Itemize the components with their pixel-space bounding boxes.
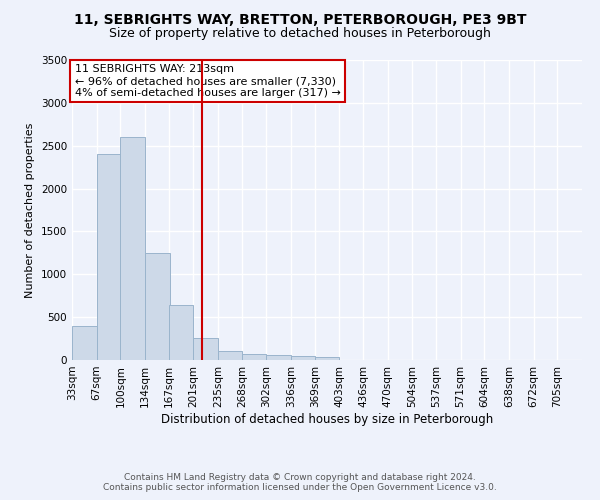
- Bar: [266, 356, 291, 360]
- Text: 11, SEBRIGHTS WAY, BRETTON, PETERBOROUGH, PE3 9BT: 11, SEBRIGHTS WAY, BRETTON, PETERBOROUGH…: [74, 12, 526, 26]
- Y-axis label: Number of detached properties: Number of detached properties: [25, 122, 35, 298]
- Bar: [121, 137, 145, 360]
- Bar: [97, 154, 121, 360]
- Text: Contains HM Land Registry data © Crown copyright and database right 2024.
Contai: Contains HM Land Registry data © Crown c…: [103, 473, 497, 492]
- X-axis label: Distribution of detached houses by size in Peterborough: Distribution of detached houses by size …: [161, 412, 493, 426]
- Bar: [315, 358, 339, 360]
- Text: 11 SEBRIGHTS WAY: 213sqm
← 96% of detached houses are smaller (7,330)
4% of semi: 11 SEBRIGHTS WAY: 213sqm ← 96% of detach…: [74, 64, 340, 98]
- Bar: [242, 354, 266, 360]
- Bar: [145, 253, 170, 360]
- Bar: [72, 326, 97, 360]
- Text: Size of property relative to detached houses in Peterborough: Size of property relative to detached ho…: [109, 28, 491, 40]
- Bar: [291, 356, 316, 360]
- Bar: [193, 338, 218, 360]
- Bar: [218, 350, 242, 360]
- Bar: [169, 305, 193, 360]
